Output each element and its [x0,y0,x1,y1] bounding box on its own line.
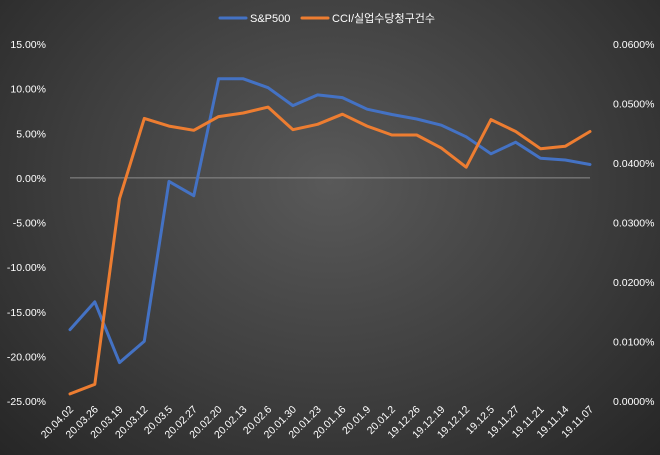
left-tick-label: 5.00% [16,128,46,140]
series-line-2 [68,105,592,396]
right-tick-label: 0.0100% [613,337,654,349]
left-tick-label: 0.00% [16,173,46,185]
right-axis-ticks: 0.0600% 0.0500% 0.0400% 0.0300% 0.0200% 0.010… [613,39,654,408]
left-tick-label: -10.00% [7,262,46,274]
right-tick-label: 0.0600% [613,39,654,51]
right-tick-label: 0.0000% [613,396,654,408]
right-tick-label: 0.0200% [613,277,654,289]
left-tick-label: -20.00% [7,351,46,363]
left-axis-ticks: 15.00% 10.00% 5.00% 0.00% -5.00% -10.00% -15.0… [7,39,46,408]
x-axis-ticks: 20.04.0220.03.2620.03.1920.03.1220.03.52… [39,404,597,442]
left-tick-label: -15.00% [7,307,46,319]
legend: S&P500 CCI/실업수당청구건수 [218,12,435,25]
left-tick-label: 10.00% [10,84,46,96]
left-tick-label: 15.00% [10,39,46,51]
left-tick-label: -25.00% [7,396,46,408]
left-tick-label: -5.00% [13,218,46,230]
right-tick-label: 0.0500% [613,99,654,111]
series-lines [68,77,592,396]
legend-label-2: CCI/실업수당청구건수 [332,12,435,25]
series-line-1 [68,77,592,365]
legend-label-1: S&P500 [250,13,290,25]
right-tick-label: 0.0300% [613,218,654,230]
right-tick-label: 0.0400% [613,158,654,170]
